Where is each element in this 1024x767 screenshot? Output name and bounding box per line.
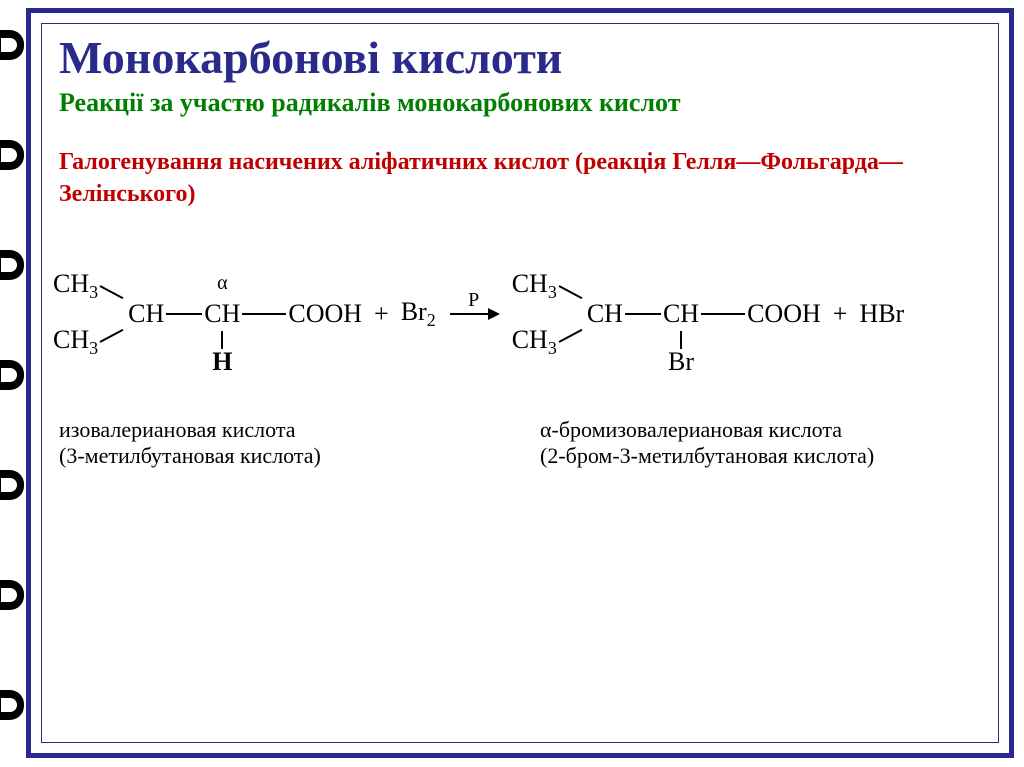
product-molecule: CH3 CH3 CH CH Br bbox=[512, 271, 821, 357]
caption-line: α-бромизовалериановая кислота bbox=[540, 417, 981, 443]
compound-captions: изовалериановая кислота (3-метилбутанова… bbox=[59, 417, 981, 469]
spiral-binding bbox=[0, 0, 26, 767]
ch3-bottom: CH3 bbox=[53, 327, 98, 357]
alpha-sub: H bbox=[212, 331, 232, 375]
methyl-branches: CH3 CH3 bbox=[53, 271, 128, 357]
reagent-br2: Br2 bbox=[401, 297, 436, 331]
reaction-heading: Галогенування насичених аліфатичних кисл… bbox=[59, 146, 981, 211]
bond bbox=[558, 329, 582, 343]
reactant-caption: изовалериановая кислота (3-метилбутанова… bbox=[59, 417, 520, 469]
alpha-carbon: α CH H bbox=[204, 301, 240, 327]
catalyst-label: P bbox=[468, 289, 479, 312]
bond bbox=[166, 313, 202, 315]
reactant-molecule: CH3 CH3 CH α CH H bbox=[53, 271, 362, 357]
ch3-top: CH3 bbox=[53, 271, 98, 301]
caption-line: изовалериановая кислота bbox=[59, 417, 520, 443]
caption-line: (2-бром-3-метилбутановая кислота) bbox=[540, 443, 981, 469]
ch3-top: CH3 bbox=[512, 271, 557, 301]
reaction-arrow: P bbox=[450, 313, 498, 315]
plus-sign: + bbox=[833, 299, 848, 329]
methyl-branches: CH3 CH3 bbox=[512, 271, 587, 357]
bond bbox=[100, 285, 124, 299]
cooh: COOH bbox=[747, 299, 821, 329]
bond bbox=[701, 313, 745, 315]
bond bbox=[625, 313, 661, 315]
byproduct-hbr: HBr bbox=[859, 299, 904, 329]
slide-title: Монокарбонові кислоти bbox=[59, 31, 981, 84]
alpha-carbon: CH Br bbox=[663, 301, 699, 327]
slide-content: Монокарбонові кислоти Реакції за участю … bbox=[59, 31, 981, 469]
alpha-label: α bbox=[217, 273, 227, 293]
product-caption: α-бромизовалериановая кислота (2-бром-3-… bbox=[520, 417, 981, 469]
bond bbox=[558, 285, 582, 299]
plus-sign: + bbox=[374, 299, 389, 329]
reaction-equation: CH3 CH3 CH α CH H bbox=[53, 271, 981, 357]
cooh: COOH bbox=[288, 299, 362, 329]
bond bbox=[242, 313, 286, 315]
br-sub: Br bbox=[668, 331, 694, 375]
slide-subtitle: Реакції за участю радикалів монокарбонов… bbox=[59, 88, 981, 118]
ch-1: CH bbox=[587, 299, 623, 329]
ch-1: CH bbox=[128, 299, 164, 329]
caption-line: (3-метилбутановая кислота) bbox=[59, 443, 520, 469]
ch3-bottom: CH3 bbox=[512, 327, 557, 357]
slide-frame: Монокарбонові кислоти Реакції за участю … bbox=[26, 8, 1014, 758]
bond bbox=[100, 329, 124, 343]
